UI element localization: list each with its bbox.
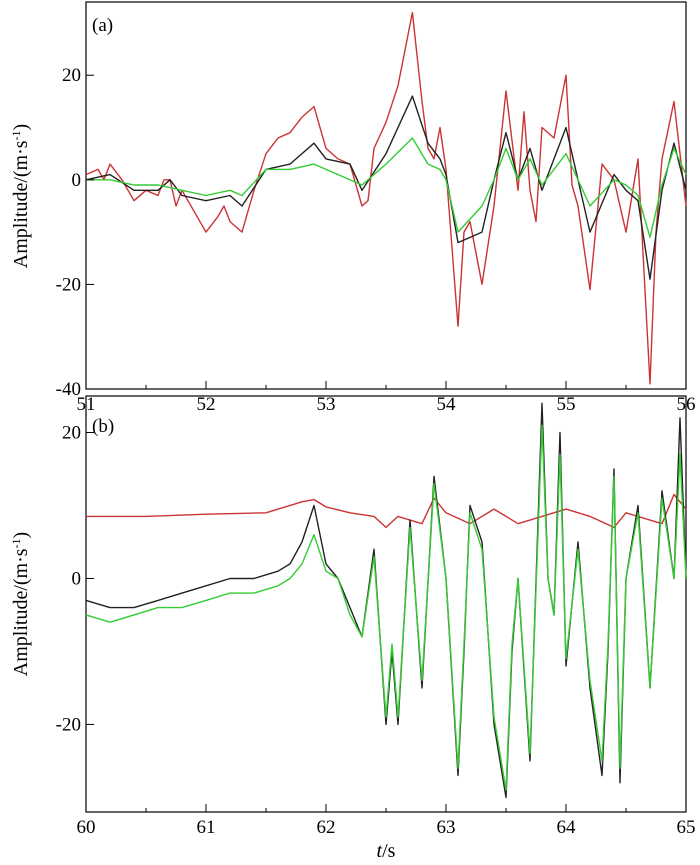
x-tick-label: 53 <box>317 394 336 415</box>
plot-frame-b <box>85 395 687 813</box>
ticks-group-b: 60 61 62 63 64 65 -20 0 20 <box>56 422 696 838</box>
black-series-line-b <box>85 402 687 799</box>
y-tick-label: 0 <box>72 170 82 191</box>
series-group-b <box>85 402 687 799</box>
panel-label-a: (a) <box>92 15 113 36</box>
x-tick-label: 55 <box>557 394 576 415</box>
y-axis-title-b: Amplitude/(m·s-1) <box>9 532 32 676</box>
x-tick-label: 54 <box>437 394 457 415</box>
series-group-a <box>85 11 687 385</box>
green-series-line-a <box>86 137 687 239</box>
x-tick-label: 65 <box>677 817 696 838</box>
red-series-line-b <box>86 493 687 529</box>
panel-label-b: (b) <box>92 416 114 437</box>
x-tick-label: 61 <box>197 817 216 838</box>
y-tick-label: -20 <box>56 714 81 735</box>
x-tick-label: 63 <box>437 817 456 838</box>
y-tick-label: 20 <box>62 422 81 443</box>
red-series-line-a <box>85 11 687 385</box>
y-axis-title-a: Amplitude/(m·s-1) <box>9 124 32 268</box>
x-tick-label: 62 <box>317 817 336 838</box>
panel-b: 60 61 62 63 64 65 -20 0 20 (b) Amplitude/(m·s-1)… <box>9 395 696 862</box>
y-tick-label: -40 <box>56 379 81 400</box>
y-tick-label: 20 <box>62 65 81 86</box>
plot-frame-a <box>85 1 687 390</box>
x-tick-label: 52 <box>197 394 216 415</box>
y-tick-label: 0 <box>72 568 82 589</box>
x-tick-label: 60 <box>77 817 96 838</box>
black-series-line-a <box>85 95 687 280</box>
x-axis-title-b: t/s <box>377 840 396 862</box>
green-series-line-b <box>85 424 687 791</box>
x-tick-label: 64 <box>557 817 577 838</box>
y-tick-label: -20 <box>56 274 81 295</box>
